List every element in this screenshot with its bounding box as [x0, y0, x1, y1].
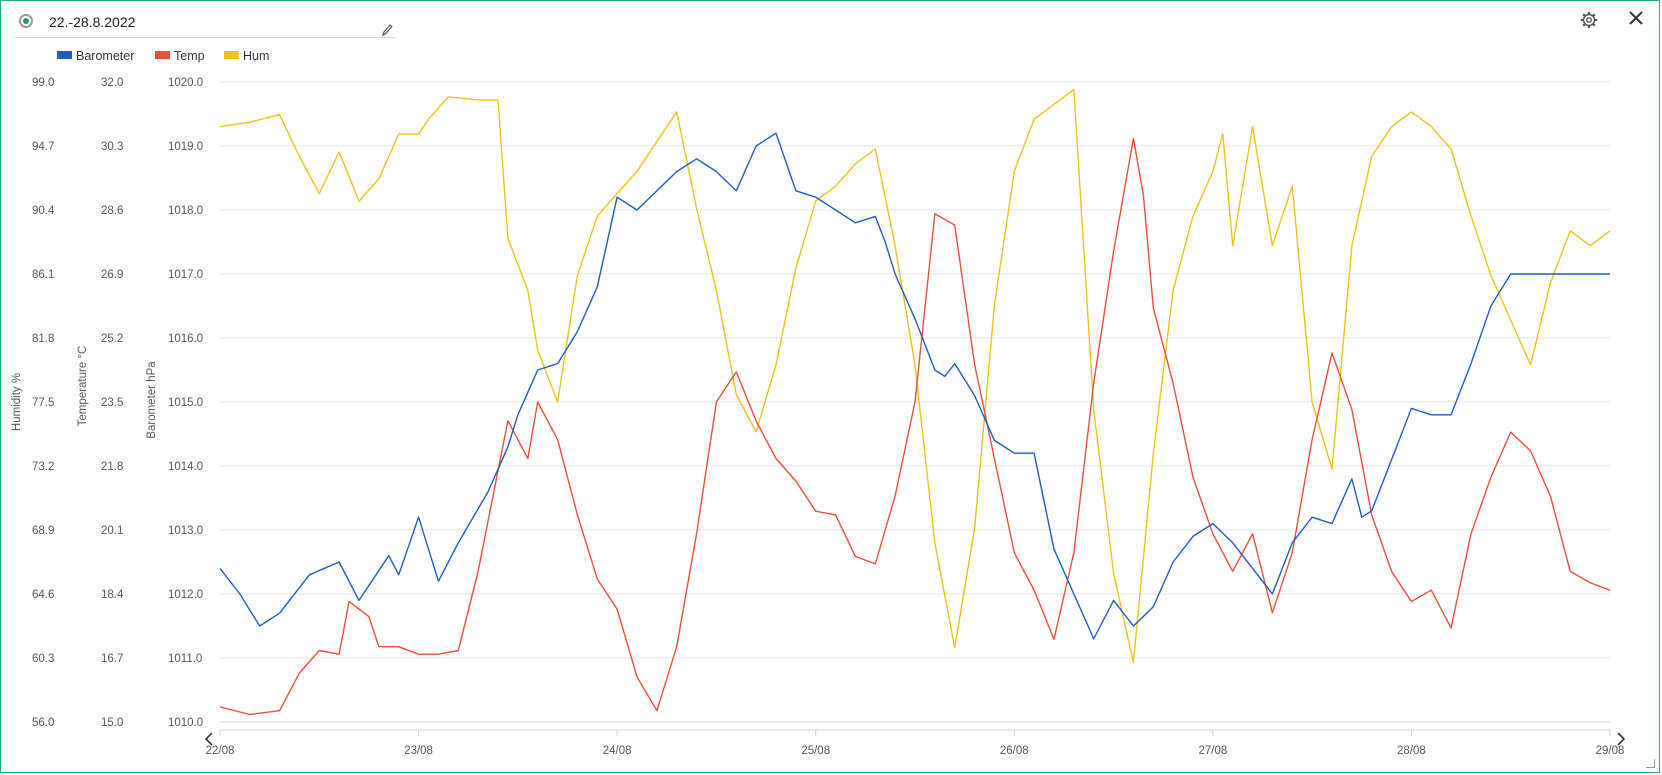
y-tick-label-hum: 99.0	[32, 77, 54, 89]
series-line-temp	[219, 137, 1611, 716]
y-tick-label-baro: 1020.0	[168, 77, 203, 89]
chevron-right-icon	[1617, 732, 1626, 746]
legend-swatch	[57, 51, 72, 59]
y-tick-label-hum: 86.1	[32, 269, 54, 281]
legend-label: Hum	[243, 49, 270, 63]
radio-selected-icon[interactable]	[19, 14, 33, 28]
x-tick-label: 27/08	[1198, 745, 1227, 757]
legend-swatch	[155, 51, 170, 59]
y-tick-label-baro: 1013.0	[168, 525, 203, 537]
x-tick-label: 22/08	[206, 745, 235, 757]
y-tick-label-hum: 68.9	[32, 525, 54, 537]
x-tick-label: 25/08	[801, 745, 830, 757]
y-tick-label-temp: 18.4	[101, 589, 124, 601]
legend-label: Barometer	[76, 49, 135, 63]
y-tick-label-baro: 1019.0	[168, 141, 203, 153]
gear-icon[interactable]	[1580, 11, 1598, 34]
y-tick-label-temp: 16.7	[101, 653, 123, 665]
y-tick-label-baro: 1015.0	[168, 397, 203, 409]
y-tick-label-hum: 64.6	[32, 589, 54, 601]
y-tick-label-temp: 26.9	[101, 269, 123, 281]
y-tick-label-baro: 1011.0	[168, 653, 202, 665]
series-line-barometer	[219, 132, 1610, 640]
x-tick-label: 26/08	[1000, 745, 1029, 757]
y-tick-label-temp: 30.3	[101, 141, 123, 153]
y-tick-label-baro: 1012.0	[168, 589, 203, 601]
y-tick-label-hum: 90.4	[32, 205, 55, 217]
legend-item-temp[interactable]: Temp	[155, 49, 205, 63]
y-tick-label-baro: 1014.0	[168, 461, 203, 473]
y-tick-label-temp: 32.0	[101, 77, 123, 89]
axis-title-baro: Barometer hPa	[146, 361, 158, 439]
x-tick-label: 28/08	[1397, 745, 1426, 757]
legend-label: Temp	[174, 49, 205, 63]
y-tick-label-hum: 56.0	[32, 717, 54, 729]
legend-item-barometer[interactable]: Barometer	[57, 49, 134, 63]
close-icon[interactable]	[1628, 10, 1644, 31]
y-tick-label-baro: 1010.0	[168, 717, 203, 729]
y-tick-label-hum: 81.8	[32, 333, 54, 345]
resize-handle[interactable]	[1646, 759, 1655, 768]
axis-title-temp: Temperature °C	[77, 346, 89, 427]
title-field[interactable]: 22.-28.8.2022	[15, 11, 395, 38]
y-tick-label-baro: 1016.0	[168, 333, 203, 345]
y-tick-label-temp: 15.0	[101, 717, 123, 729]
y-tick-label-hum: 94.7	[32, 141, 54, 153]
y-tick-label-temp: 20.1	[101, 525, 123, 537]
x-tick-label: 29/08	[1596, 745, 1625, 757]
legend-swatch	[224, 51, 239, 59]
y-tick-label-hum: 60.3	[32, 653, 54, 665]
x-tick-label: 24/08	[603, 745, 632, 757]
x-tick-label: 23/08	[404, 745, 433, 757]
y-tick-label-baro: 1018.0	[168, 205, 203, 217]
y-tick-label-temp: 28.6	[101, 205, 123, 217]
legend-item-hum[interactable]: Hum	[224, 49, 269, 63]
date-range-title[interactable]: 22.-28.8.2022	[49, 14, 136, 30]
y-tick-label-temp: 21.8	[101, 461, 123, 473]
y-tick-label-temp: 25.2	[101, 333, 123, 345]
chevron-left-icon	[204, 732, 213, 746]
y-tick-label-baro: 1017.0	[168, 269, 203, 281]
y-tick-label-hum: 73.2	[32, 461, 54, 473]
series-line-hum	[219, 88, 1611, 664]
y-tick-label-hum: 77.5	[32, 397, 54, 409]
y-tick-label-temp: 23.5	[101, 397, 123, 409]
axis-title-hum: Humidity %	[11, 373, 23, 431]
pencil-icon[interactable]	[381, 23, 393, 42]
